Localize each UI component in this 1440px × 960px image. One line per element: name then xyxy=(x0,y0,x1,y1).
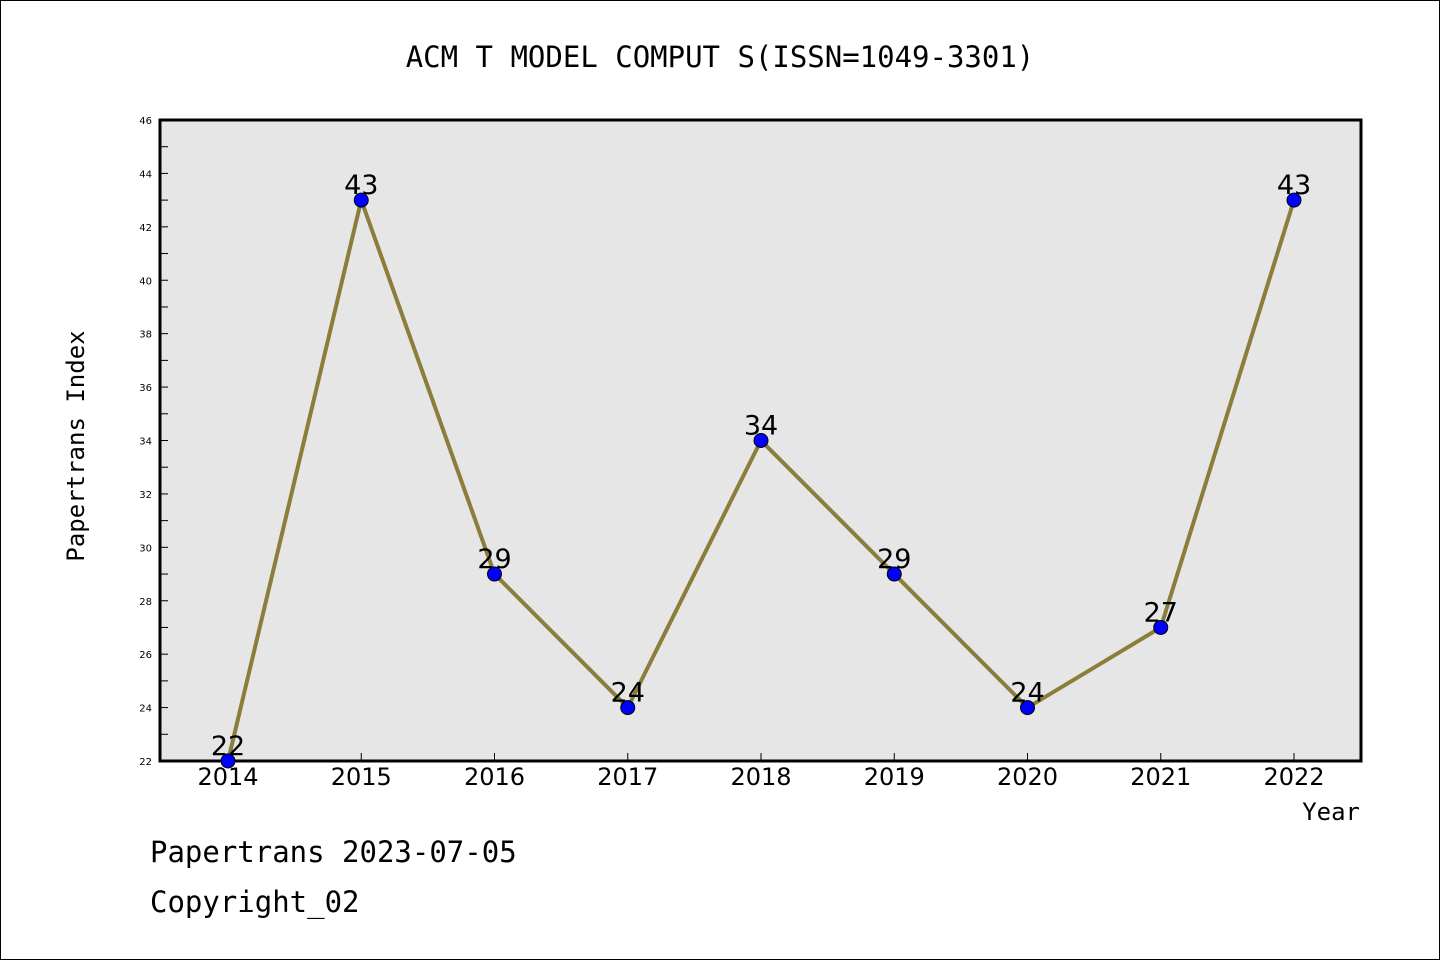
data-label: 24 xyxy=(611,678,645,709)
footer-date: Papertrans 2023-07-05 xyxy=(150,835,517,869)
y-tick-label: 32 xyxy=(139,490,152,501)
footer-copyright: Copyright_02 xyxy=(150,885,360,919)
y-tick-label: 38 xyxy=(139,330,152,341)
x-tick-label: 2022 xyxy=(1263,763,1324,791)
data-label: 29 xyxy=(477,544,511,575)
data-point xyxy=(1286,192,1302,208)
y-tick-label: 42 xyxy=(139,223,152,234)
data-label: 29 xyxy=(877,544,911,575)
y-axis-ticks: 22 24 26 28 30 32 34 36 38 40 42 44 46 xyxy=(139,116,168,768)
data-point xyxy=(753,433,769,448)
x-tick-label: 2016 xyxy=(464,763,525,791)
chart-title: ACM T MODEL COMPUT S(ISSN=1049-3301) xyxy=(406,40,1035,74)
x-tick-label: 2018 xyxy=(730,763,791,791)
data-label: 24 xyxy=(1010,678,1044,709)
data-points-group xyxy=(220,192,1302,769)
x-axis-label: Year xyxy=(1302,798,1360,826)
y-tick-label: 36 xyxy=(139,383,152,394)
data-point xyxy=(353,192,369,208)
data-point xyxy=(1020,700,1035,716)
data-label: 43 xyxy=(1277,170,1311,201)
data-label: 43 xyxy=(344,170,378,201)
x-tick-label: 2017 xyxy=(597,763,658,791)
data-label: 27 xyxy=(1144,597,1178,628)
data-label: 22 xyxy=(211,731,245,762)
data-point xyxy=(220,753,236,769)
y-tick-label: 26 xyxy=(139,650,152,661)
data-label: 34 xyxy=(744,411,778,442)
data-point xyxy=(886,566,902,582)
x-tick-label: 2015 xyxy=(331,763,392,791)
y-tick-label: 22 xyxy=(139,757,152,768)
y-tick-label: 28 xyxy=(139,597,152,608)
y-axis-label: Papertrans Index xyxy=(62,330,90,561)
data-point xyxy=(1153,619,1169,635)
y-tick-label: 46 xyxy=(139,116,152,127)
x-tick-label: 2021 xyxy=(1130,763,1191,791)
y-tick-label: 34 xyxy=(139,437,152,448)
y-tick-label: 30 xyxy=(139,543,152,554)
y-tick-label: 24 xyxy=(139,704,152,715)
y-tick-label: 44 xyxy=(139,169,152,180)
x-axis-ticks: 2014 2015 2016 2017 2018 2019 2020 2021 2022 xyxy=(197,753,1325,791)
data-point xyxy=(487,566,502,582)
x-tick-label: 2020 xyxy=(997,763,1058,791)
data-point xyxy=(620,700,636,716)
y-tick-label: 40 xyxy=(139,276,152,287)
x-tick-label: 2019 xyxy=(864,763,925,791)
data-labels-group: 22 43 29 24 34 29 24 27 43 xyxy=(211,170,1311,762)
